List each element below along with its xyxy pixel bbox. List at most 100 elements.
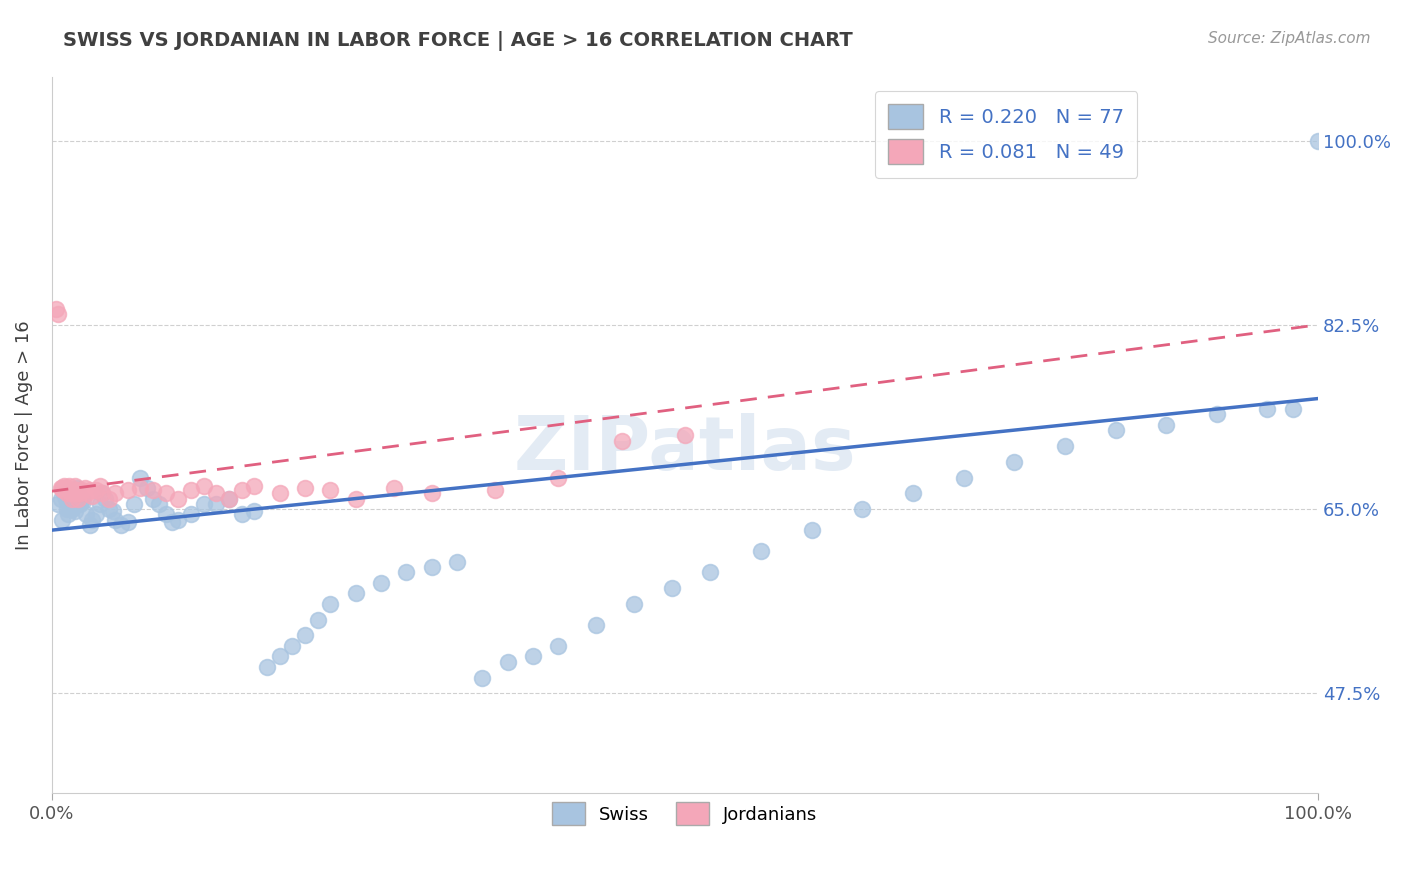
Point xyxy=(661,581,683,595)
Point xyxy=(58,497,80,511)
Point xyxy=(65,486,87,500)
Point xyxy=(79,483,101,497)
Text: SWISS VS JORDANIAN IN LABOR FORCE | AGE > 16 CORRELATION CHART: SWISS VS JORDANIAN IN LABOR FORCE | AGE … xyxy=(63,31,853,51)
Point xyxy=(73,481,96,495)
Point xyxy=(205,497,228,511)
Point xyxy=(104,513,127,527)
Point xyxy=(167,513,190,527)
Point xyxy=(59,486,82,500)
Point xyxy=(243,479,266,493)
Point xyxy=(46,307,69,321)
Point xyxy=(420,560,443,574)
Point xyxy=(1205,408,1227,422)
Point xyxy=(319,483,342,497)
Point xyxy=(56,502,79,516)
Point xyxy=(69,486,91,500)
Text: ZIPatlas: ZIPatlas xyxy=(513,413,856,486)
Point xyxy=(58,479,80,493)
Point xyxy=(89,497,111,511)
Point xyxy=(82,513,104,527)
Point xyxy=(193,497,215,511)
Point xyxy=(72,493,94,508)
Point xyxy=(84,508,107,522)
Point xyxy=(800,523,823,537)
Point xyxy=(307,613,329,627)
Point xyxy=(155,508,177,522)
Point xyxy=(749,544,772,558)
Point xyxy=(1053,439,1076,453)
Point xyxy=(243,504,266,518)
Point xyxy=(69,497,91,511)
Point xyxy=(193,479,215,493)
Point xyxy=(496,655,519,669)
Point xyxy=(55,481,77,495)
Point xyxy=(59,502,82,516)
Point xyxy=(97,502,120,516)
Point xyxy=(148,497,170,511)
Point xyxy=(89,479,111,493)
Legend: Swiss, Jordanians: Swiss, Jordanians xyxy=(543,793,827,834)
Point xyxy=(55,491,77,506)
Point xyxy=(101,504,124,518)
Point xyxy=(180,483,202,497)
Point xyxy=(84,483,107,497)
Point xyxy=(180,508,202,522)
Y-axis label: In Labor Force | Age > 16: In Labor Force | Age > 16 xyxy=(15,320,32,550)
Point xyxy=(420,486,443,500)
Point xyxy=(129,481,152,495)
Point xyxy=(122,497,145,511)
Text: Source: ZipAtlas.com: Source: ZipAtlas.com xyxy=(1208,31,1371,46)
Point xyxy=(610,434,633,448)
Point xyxy=(446,555,468,569)
Point xyxy=(281,639,304,653)
Point xyxy=(952,470,974,484)
Point xyxy=(104,486,127,500)
Point xyxy=(91,486,114,500)
Point xyxy=(522,649,544,664)
Point xyxy=(49,491,72,506)
Point xyxy=(167,491,190,506)
Point xyxy=(51,513,73,527)
Point xyxy=(471,671,494,685)
Point xyxy=(1002,455,1025,469)
Point xyxy=(117,515,139,529)
Point xyxy=(135,481,157,495)
Point xyxy=(66,483,89,497)
Point xyxy=(53,486,76,500)
Point xyxy=(344,586,367,600)
Point xyxy=(547,639,569,653)
Point xyxy=(52,481,75,495)
Point xyxy=(110,517,132,532)
Point xyxy=(256,660,278,674)
Point xyxy=(484,483,506,497)
Point xyxy=(231,483,253,497)
Point xyxy=(382,481,405,495)
Point xyxy=(851,502,873,516)
Point xyxy=(60,502,83,516)
Point xyxy=(67,491,90,506)
Point xyxy=(370,575,392,590)
Point xyxy=(66,481,89,495)
Point xyxy=(45,301,67,316)
Point xyxy=(51,481,73,495)
Point xyxy=(155,486,177,500)
Point xyxy=(218,491,240,506)
Point xyxy=(70,491,93,506)
Point xyxy=(901,486,924,500)
Point xyxy=(70,483,93,497)
Point xyxy=(79,517,101,532)
Point xyxy=(58,508,80,522)
Point xyxy=(1308,134,1330,148)
Point xyxy=(46,497,69,511)
Point xyxy=(65,491,87,506)
Point xyxy=(1256,402,1278,417)
Point xyxy=(269,486,291,500)
Point xyxy=(319,597,342,611)
Point xyxy=(62,483,84,497)
Point xyxy=(117,483,139,497)
Point xyxy=(67,486,90,500)
Point xyxy=(76,486,98,500)
Point xyxy=(60,491,83,506)
Point xyxy=(218,491,240,506)
Point xyxy=(53,479,76,493)
